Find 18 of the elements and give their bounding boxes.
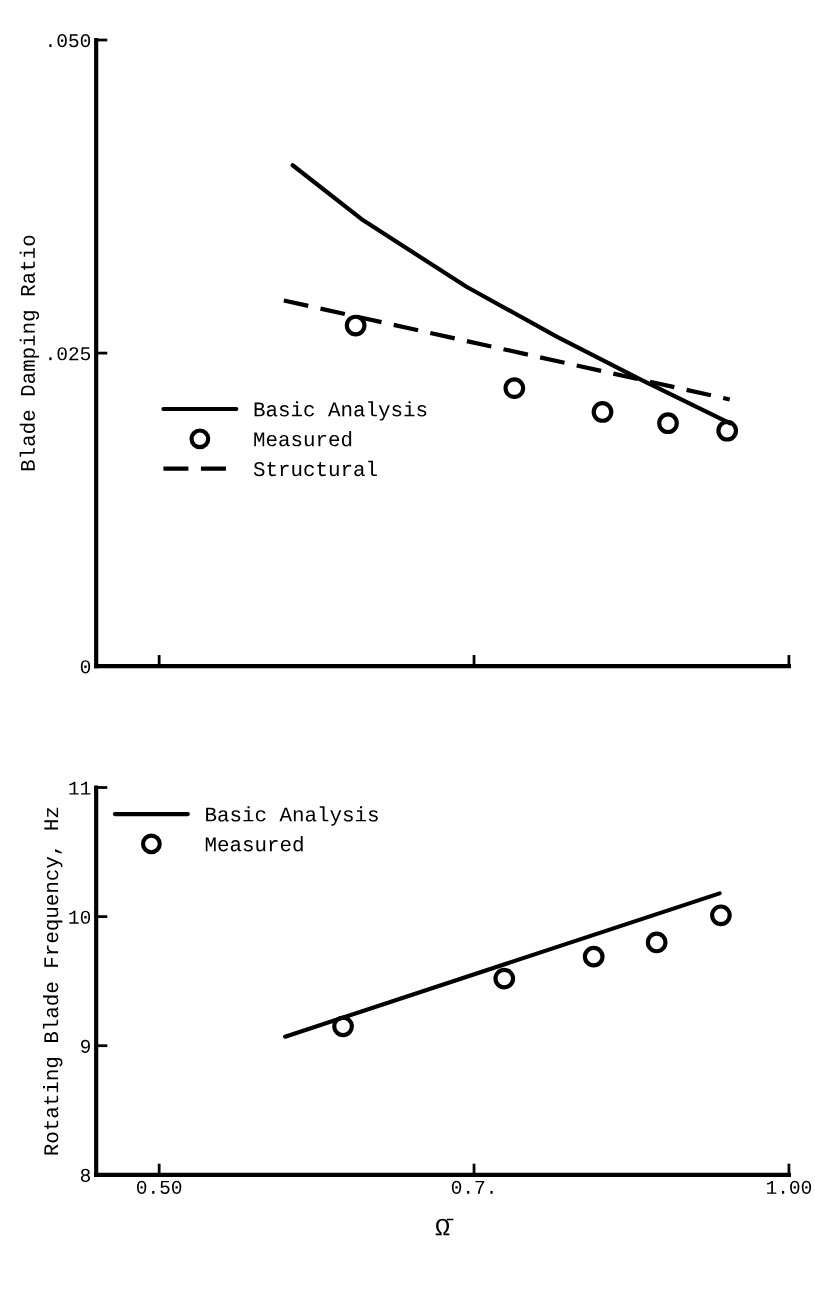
y-tick-label: 8 xyxy=(80,1168,91,1183)
y-tick-label: .050 xyxy=(49,34,91,48)
y-axis-title: Rotating Blade Frequency, Hz xyxy=(42,807,63,1155)
legend-label: Measured xyxy=(254,431,352,447)
legend-label: Structural xyxy=(253,460,377,477)
y-tick-label: 0 xyxy=(80,660,91,674)
y-axis-title: Blade Damping Ratio xyxy=(19,235,40,471)
legend-label: Measured xyxy=(205,836,303,852)
x-tick-label: 0.50 xyxy=(136,1180,182,1194)
legend-label: Basic Analysis xyxy=(254,401,427,421)
y-tick-label: .025 xyxy=(49,347,91,361)
x-tick-label: 0.7. xyxy=(451,1180,493,1194)
x-tick-label: 1.00 xyxy=(766,1180,812,1194)
y-tick-label: 9 xyxy=(80,1039,90,1053)
legend-label: Basic Analysis xyxy=(206,806,378,826)
y-tick-label: 10 xyxy=(69,910,91,924)
y-tick-label: 11 xyxy=(69,781,91,795)
x-axis-title: Ω̄ xyxy=(435,1218,454,1236)
